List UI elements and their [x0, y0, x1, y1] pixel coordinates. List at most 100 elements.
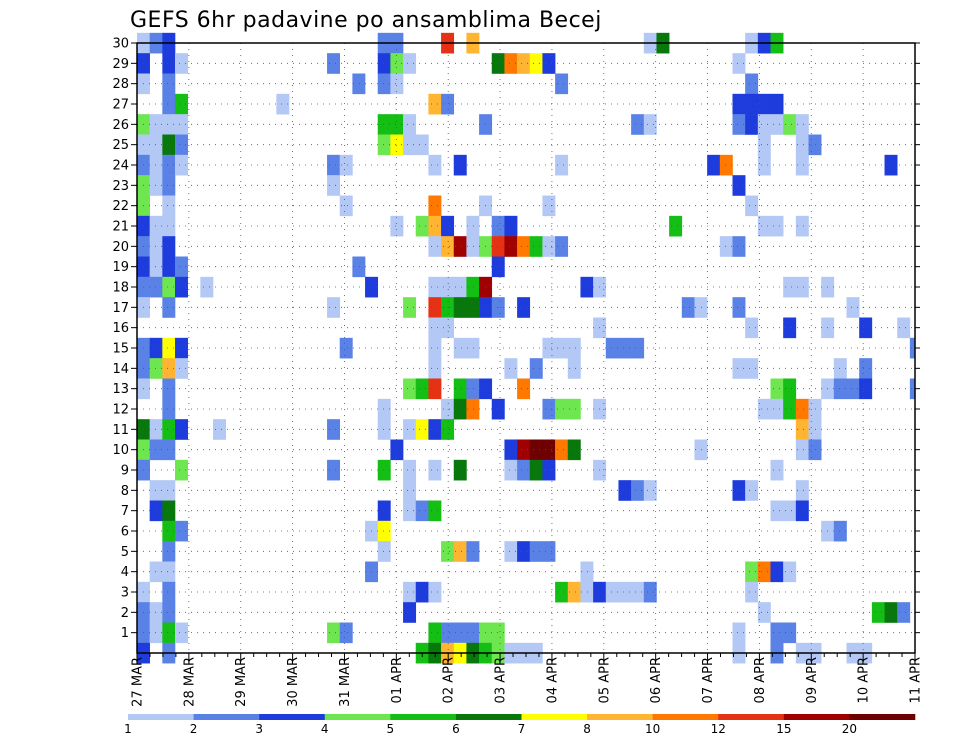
- y-tick-label: 13: [112, 382, 129, 397]
- x-tick-label: 04 APR: [545, 657, 560, 703]
- heatmap-cell: [453, 622, 467, 644]
- heatmap-cell: [491, 256, 505, 278]
- heatmap-cell: [162, 276, 176, 298]
- heatmap-cell: [808, 419, 822, 440]
- heatmap-cell: [377, 398, 391, 420]
- heatmap-cell: [453, 154, 467, 176]
- heatmap-cell: [770, 114, 784, 135]
- heatmap-cell: [732, 114, 746, 135]
- heatmap-cell: [339, 622, 353, 644]
- colorbar-segment: [324, 714, 391, 720]
- grid-lines: [137, 42, 915, 653]
- heatmap-cell: [719, 154, 733, 176]
- heatmap-cell: [162, 622, 176, 644]
- heatmap-cell: [504, 236, 518, 257]
- heatmap-cell: [428, 378, 442, 400]
- y-tick-label: 4: [121, 565, 129, 580]
- heatmap-cell: [491, 53, 505, 74]
- x-tick-label: 11 APR: [909, 657, 924, 703]
- heatmap-cell: [909, 378, 916, 400]
- heatmap-cell: [149, 358, 163, 379]
- heatmap-cell: [770, 622, 784, 644]
- heatmap-cell: [377, 500, 391, 522]
- heatmap-cell: [517, 297, 531, 318]
- heatmap-cell: [428, 358, 442, 379]
- colorbar-label: 7: [518, 722, 526, 736]
- y-tick-label: 15: [112, 342, 129, 357]
- heatmap-cell: [162, 53, 176, 74]
- heatmap-cell: [517, 439, 531, 461]
- y-tick-label: 12: [112, 403, 129, 418]
- x-axis: 27 MAR 28 MAR 29 MAR 30 MAR 31 MAR 01 APR 02 A…: [131, 653, 924, 707]
- colorbar-segment: [390, 714, 457, 720]
- colorbar-label: 20: [842, 722, 857, 736]
- heatmap-cell: [567, 581, 581, 603]
- heatmap-cell: [770, 93, 784, 115]
- colorbar-label: 2: [190, 722, 198, 736]
- y-tick-label: 1: [121, 626, 129, 641]
- chart-title: GEFS 6hr padavine po ansamblima Becej: [130, 8, 602, 33]
- heatmap-cell: [770, 398, 784, 420]
- y-tick-label: 7: [121, 504, 129, 519]
- heatmap-cell: [466, 297, 480, 318]
- heatmap-cell: [643, 480, 657, 501]
- heatmap-cell: [542, 439, 556, 461]
- heatmap-cell: [149, 276, 163, 298]
- heatmap-cell: [377, 541, 391, 562]
- heatmap-cell: [745, 317, 759, 339]
- heatmap-cell: [162, 398, 176, 420]
- heatmap-cell: [757, 602, 771, 623]
- heatmap-cell: [542, 398, 556, 420]
- x-tick-label: 03 APR: [494, 657, 509, 703]
- heatmap-cell: [428, 215, 442, 237]
- heatmap-cell: [200, 276, 214, 298]
- heatmap-cell: [453, 337, 467, 359]
- heatmap-cell: [149, 419, 163, 440]
- heatmap-cell: [757, 134, 771, 156]
- heatmap-cell: [542, 53, 556, 74]
- x-tick-label: 31 MAR: [338, 657, 353, 707]
- heatmap-cell: [833, 520, 847, 542]
- heatmap-cell: [631, 337, 645, 359]
- y-tick-label: 18: [112, 281, 129, 296]
- heatmap-cell: [162, 419, 176, 440]
- heatmap-cell: [415, 215, 429, 237]
- heatmap-cell: [403, 114, 417, 135]
- heatmap-cell: [162, 520, 176, 542]
- colorbar-segment: [718, 714, 785, 720]
- heatmap-cell: [390, 114, 404, 135]
- heatmap-cell: [529, 541, 543, 562]
- heatmap-cell: [770, 378, 784, 400]
- heatmap-cells: [137, 32, 916, 664]
- heatmap-cell: [415, 500, 429, 522]
- heatmap-cell: [833, 378, 847, 400]
- colorbar-label: 5: [387, 722, 395, 736]
- heatmap-cell: [618, 581, 632, 603]
- heatmap-cell: [441, 215, 455, 237]
- heatmap-cell: [517, 236, 531, 257]
- heatmap-cell: [732, 53, 746, 74]
- heatmap-cell: [162, 541, 176, 562]
- heatmap-cell: [466, 541, 480, 562]
- heatmap-cell: [441, 236, 455, 257]
- heatmap-cell: [871, 602, 885, 623]
- y-tick-label: 24: [112, 159, 129, 174]
- y-tick-label: 6: [121, 525, 129, 540]
- heatmap-cell: [149, 480, 163, 501]
- heatmap-cell: [276, 93, 290, 115]
- heatmap-cell: [529, 459, 543, 481]
- heatmap-cell: [529, 358, 543, 379]
- heatmap-cell: [783, 622, 797, 644]
- heatmap-cell: [428, 297, 442, 318]
- heatmap-cell: [795, 134, 809, 156]
- y-tick-label: 14: [112, 362, 129, 377]
- heatmap-cell: [770, 459, 784, 481]
- heatmap-cell: [631, 480, 645, 501]
- heatmap-cell: [175, 114, 188, 135]
- colorbar-label: 6: [452, 722, 460, 736]
- heatmap-cell: [732, 236, 746, 257]
- colorbar-segment: [259, 714, 326, 720]
- heatmap-cell: [808, 398, 822, 420]
- heatmap-cell: [390, 73, 404, 95]
